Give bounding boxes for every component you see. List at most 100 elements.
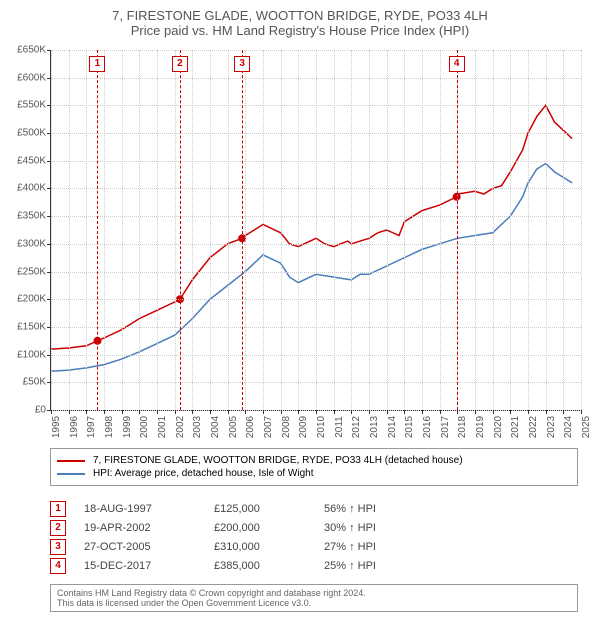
gridline-v — [298, 50, 299, 410]
tick-mark-x — [104, 410, 105, 414]
sale-marker-box: 4 — [449, 56, 465, 72]
tick-mark-x — [546, 410, 547, 414]
x-tick-label: 1997 — [86, 416, 97, 438]
gridline-v — [510, 50, 511, 410]
tick-mark-x — [69, 410, 70, 414]
sale-num-box: 2 — [50, 520, 66, 536]
tick-mark-x — [157, 410, 158, 414]
sale-num-box: 4 — [50, 558, 66, 574]
y-tick-label: £150K — [17, 321, 46, 332]
sales-row: 219-APR-2002£200,00030% ↑ HPI — [50, 520, 474, 536]
series-line — [51, 164, 572, 372]
footer-box: Contains HM Land Registry data © Crown c… — [50, 584, 578, 612]
tick-mark-x — [369, 410, 370, 414]
x-tick-label: 1996 — [69, 416, 80, 438]
sale-hpi: 27% ↑ HPI — [324, 541, 474, 553]
sale-hpi: 25% ↑ HPI — [324, 560, 474, 572]
gridline-v — [192, 50, 193, 410]
gridline-v — [86, 50, 87, 410]
sale-num-box: 3 — [50, 539, 66, 555]
tick-mark-x — [281, 410, 282, 414]
gridline-v — [546, 50, 547, 410]
x-tick-label: 2024 — [563, 416, 574, 438]
footer-line1: Contains HM Land Registry data © Crown c… — [57, 588, 571, 598]
sale-price: £385,000 — [214, 560, 324, 572]
y-tick-label: £100K — [17, 349, 46, 360]
legend-label-blue: HPI: Average price, detached house, Isle… — [93, 468, 314, 479]
series-line — [51, 105, 572, 349]
x-tick-label: 2005 — [228, 416, 239, 438]
tick-mark-x — [228, 410, 229, 414]
y-tick-label: £550K — [17, 100, 46, 111]
tick-mark-x — [563, 410, 564, 414]
tick-mark-x — [210, 410, 211, 414]
sale-date: 27-OCT-2005 — [84, 541, 214, 553]
x-tick-label: 2021 — [510, 416, 521, 438]
tick-mark-x — [139, 410, 140, 414]
sale-marker-line — [180, 50, 181, 410]
sale-date: 19-APR-2002 — [84, 522, 214, 534]
legend-swatch-red — [57, 460, 85, 462]
gridline-v — [563, 50, 564, 410]
gridline-v — [228, 50, 229, 410]
gridline-v — [157, 50, 158, 410]
x-tick-label: 2022 — [528, 416, 539, 438]
x-tick-label: 1998 — [104, 416, 115, 438]
legend-row-blue: HPI: Average price, detached house, Isle… — [57, 468, 571, 479]
gridline-v — [281, 50, 282, 410]
tick-mark-x — [457, 410, 458, 414]
chart-container: 7, FIRESTONE GLADE, WOOTTON BRIDGE, RYDE… — [0, 0, 600, 620]
gridline-v — [334, 50, 335, 410]
tick-mark-x — [122, 410, 123, 414]
tick-mark-x — [581, 410, 582, 414]
x-tick-label: 2014 — [387, 416, 398, 438]
title-block: 7, FIRESTONE GLADE, WOOTTON BRIDGE, RYDE… — [0, 0, 600, 42]
tick-mark-x — [475, 410, 476, 414]
footer-line2: This data is licensed under the Open Gov… — [57, 598, 571, 608]
tick-mark-x — [192, 410, 193, 414]
legend-box: 7, FIRESTONE GLADE, WOOTTON BRIDGE, RYDE… — [50, 448, 578, 486]
y-tick-label: £300K — [17, 238, 46, 249]
gridline-v — [404, 50, 405, 410]
sale-price: £125,000 — [214, 503, 324, 515]
x-tick-label: 2018 — [457, 416, 468, 438]
gridline-v — [316, 50, 317, 410]
x-tick-label: 2012 — [351, 416, 362, 438]
sales-row: 415-DEC-2017£385,00025% ↑ HPI — [50, 558, 474, 574]
x-tick-label: 2017 — [440, 416, 451, 438]
legend-swatch-blue — [57, 473, 85, 475]
sale-hpi: 56% ↑ HPI — [324, 503, 474, 515]
x-tick-label: 2000 — [139, 416, 150, 438]
x-tick-label: 2019 — [475, 416, 486, 438]
gridline-v — [493, 50, 494, 410]
y-tick-label: £450K — [17, 155, 46, 166]
x-tick-label: 2001 — [157, 416, 168, 438]
y-tick-label: £650K — [17, 45, 46, 56]
x-tick-label: 2004 — [210, 416, 221, 438]
gridline-v — [69, 50, 70, 410]
x-tick-label: 2025 — [581, 416, 592, 438]
sale-marker-line — [457, 50, 458, 410]
tick-mark-x — [263, 410, 264, 414]
gridline-v — [422, 50, 423, 410]
tick-mark-x — [298, 410, 299, 414]
y-tick-label: £600K — [17, 72, 46, 83]
x-tick-label: 2003 — [192, 416, 203, 438]
y-tick-label: £350K — [17, 211, 46, 222]
x-tick-label: 2015 — [404, 416, 415, 438]
tick-mark-x — [175, 410, 176, 414]
sale-price: £310,000 — [214, 541, 324, 553]
tick-mark-x — [245, 410, 246, 414]
sale-marker-line — [97, 50, 98, 410]
sale-marker-box: 1 — [89, 56, 105, 72]
x-tick-label: 2006 — [245, 416, 256, 438]
gridline-v — [104, 50, 105, 410]
sale-marker-line — [242, 50, 243, 410]
gridline-v — [351, 50, 352, 410]
x-tick-label: 2010 — [316, 416, 327, 438]
sales-table: 118-AUG-1997£125,00056% ↑ HPI219-APR-200… — [50, 498, 474, 577]
chart-title-main: 7, FIRESTONE GLADE, WOOTTON BRIDGE, RYDE… — [0, 8, 600, 23]
x-tick-label: 1995 — [51, 416, 62, 438]
gridline-v — [581, 50, 582, 410]
tick-mark-x — [422, 410, 423, 414]
